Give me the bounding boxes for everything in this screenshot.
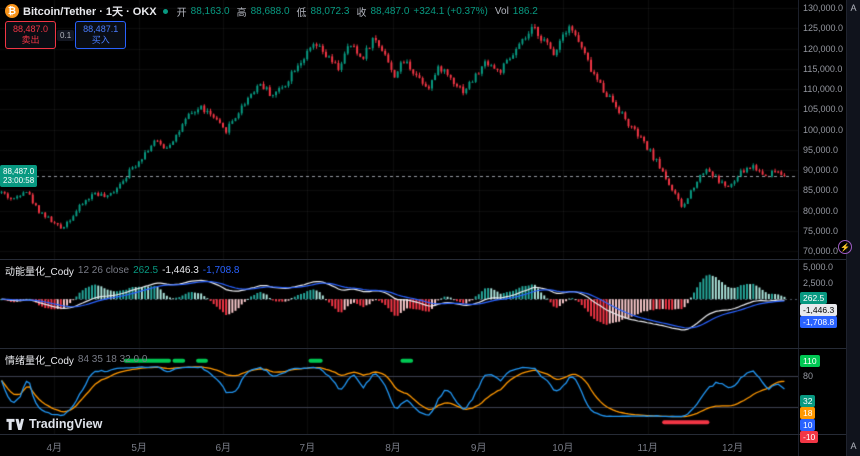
current-price-value: 88,487.0 <box>3 167 35 177</box>
price-axis-label: 125,000.0 <box>803 23 844 34</box>
sell-button[interactable]: 88,487.0 卖出 <box>5 21 57 49</box>
stoch-axis-label: 80 <box>803 371 814 382</box>
macd-axis[interactable]: 5,000.02,500.00.00262.5-1,446.3-1,708.8 <box>798 260 846 348</box>
price-axis-label: 100,000.0 <box>803 124 844 135</box>
stoch-level-badge: 32 <box>800 394 816 407</box>
macd-signal-badge: -1,708.8 <box>800 315 838 328</box>
symbol-title[interactable]: Bitcoin/Tether · 1天 · OKX <box>23 6 157 18</box>
buy-label: 买入 <box>91 35 110 45</box>
time-axis-label[interactable]: 11月 <box>637 443 658 454</box>
time-axis-label[interactable]: 8月 <box>385 443 401 454</box>
macd-hist-badge: 262.5 <box>800 291 828 304</box>
time-axis-corner <box>798 435 846 456</box>
macd-indicator-pane: 动能量化_Cody 12 26 close 262.5 -1,446.3 -1,… <box>0 259 846 348</box>
price-axis-label: 85,000.0 <box>803 185 839 196</box>
price-axis-label: 110,000.0 <box>803 84 843 94</box>
change-value: +324.1 (+0.37%) <box>413 5 488 17</box>
tradingview-logo[interactable]: TradingView <box>6 417 102 431</box>
high-value: 88,688.0 <box>250 5 290 17</box>
stoch-axis[interactable]: 80 110 32 18 10 -10 <box>798 349 846 443</box>
time-axis-label[interactable]: 7月 <box>299 443 316 454</box>
stoch-canvas[interactable] <box>0 349 798 434</box>
countdown-timer: 23:00:58 <box>3 176 35 186</box>
market-status-dot <box>162 8 168 14</box>
tradingview-logo-text: TradingView <box>29 417 103 431</box>
time-axis-label[interactable]: 5月 <box>131 443 147 454</box>
sell-price: 88,487.0 <box>13 24 49 34</box>
buy-button[interactable]: 88,487.1 买入 <box>75 21 127 49</box>
macd-line-badge: -1,446.3 <box>800 303 838 316</box>
time-axis-label[interactable]: 6月 <box>215 443 231 454</box>
macd-signal-value: -1,708.8 <box>202 265 240 276</box>
stoch-params: 84 35 18 32 0 0 <box>77 354 148 365</box>
stoch-bottom-badge: -10 <box>800 430 819 443</box>
stoch-legend: 情绪量化_Cody 84 35 18 32 0 0 <box>5 352 147 367</box>
sentiment-indicator-pane: 情绪量化_Cody 84 35 18 32 0 0 TradingView 80… <box>0 348 846 443</box>
macd-title[interactable]: 动能量化_Cody <box>5 267 74 278</box>
stoch-top-badge: 110 <box>800 354 820 367</box>
high-label: 高 <box>236 7 247 19</box>
spread-value: 0.1 <box>57 29 75 41</box>
price-axis-label: 90,000.0 <box>803 165 839 175</box>
macd-axis-label: 2,500.0 <box>803 278 834 289</box>
boost-icon[interactable]: ⚡ <box>838 240 852 254</box>
price-axis-label: 80,000.0 <box>803 205 839 216</box>
time-axis-labels[interactable]: 4月 5月 6月 7月 8月 9月 10月 11月 12月 <box>0 435 798 456</box>
auto-scale-bottom-button[interactable]: A <box>850 441 857 451</box>
open-value: 88,163.0 <box>190 5 230 17</box>
trade-buttons: 88,487.0 卖出 0.1 88,487.1 买入 <box>5 21 127 49</box>
price-axis-label: 130,000.0 <box>803 3 844 13</box>
price-axis-label: 70,000.0 <box>803 246 839 256</box>
close-label: 收 <box>356 7 367 19</box>
time-axis-label[interactable]: 9月 <box>470 443 487 454</box>
price-chart-canvas[interactable] <box>0 0 798 259</box>
bitcoin-icon: ₿ <box>5 4 19 18</box>
close-value: 88,487.0 <box>370 5 410 17</box>
time-axis-label[interactable]: 12月 <box>721 443 744 454</box>
open-label: 开 <box>176 7 187 19</box>
macd-line-value: -1,446.3 <box>162 265 199 276</box>
volume-label: Vol <box>494 5 509 17</box>
macd-canvas[interactable] <box>0 260 798 348</box>
price-axis-label: 115,000.0 <box>803 63 843 74</box>
price-axis-label: 95,000.0 <box>803 144 839 155</box>
low-value: 88,072.3 <box>310 5 350 17</box>
current-price-countdown-label: 88,487.0 23:00:58 <box>0 165 38 188</box>
macd-plot-area: 动能量化_Cody 12 26 close 262.5 -1,446.3 -1,… <box>0 260 798 348</box>
macd-legend: 动能量化_Cody 12 26 close 262.5 -1,446.3 -1,… <box>5 263 240 278</box>
sell-label: 卖出 <box>21 35 40 45</box>
right-toolbar-strip: A A <box>846 0 860 456</box>
buy-price: 88,487.1 <box>83 24 119 34</box>
price-axis[interactable]: 130,000.0 125,000.0 120,000.0 115,000.0 110,… <box>798 0 846 259</box>
volume-value: 186.2 <box>512 5 538 17</box>
stoch-fast-badge: 10 <box>800 418 816 431</box>
tradingview-logo-icon <box>6 418 24 430</box>
time-axis-label[interactable]: 10月 <box>552 443 574 454</box>
time-axis[interactable]: 4月 5月 6月 7月 8月 9月 10月 11月 12月 <box>0 434 846 456</box>
low-label: 低 <box>296 7 307 19</box>
price-axis-label: 105,000.0 <box>803 104 844 115</box>
time-axis-label[interactable]: 4月 <box>46 443 62 454</box>
stoch-slow-badge: 18 <box>800 406 816 419</box>
stoch-title[interactable]: 情绪量化_Cody <box>5 356 74 367</box>
macd-axis-label: 5,000.0 <box>803 262 834 273</box>
stoch-plot-area: 情绪量化_Cody 84 35 18 32 0 0 TradingView <box>0 349 798 434</box>
auto-scale-top-button[interactable]: A <box>850 3 857 13</box>
price-axis-label: 75,000.0 <box>803 225 839 236</box>
macd-hist-value: 262.5 <box>133 265 159 276</box>
macd-params: 12 26 close <box>77 265 130 276</box>
price-axis-label: 120,000.0 <box>803 43 844 54</box>
